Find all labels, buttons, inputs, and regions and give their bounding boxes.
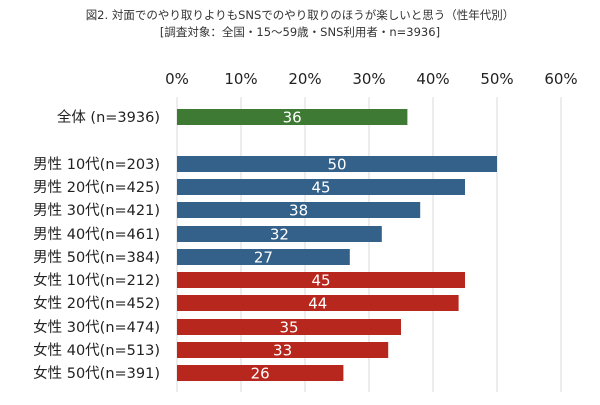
bar-female: [177, 272, 465, 288]
category-label: 女性 40代(n=513): [33, 341, 160, 359]
bar-male: [177, 179, 465, 195]
x-tick-label: 60%: [544, 70, 577, 88]
bar-male: [177, 226, 382, 242]
category-label: 女性 20代(n=452): [33, 294, 160, 312]
x-tick-label: 0%: [165, 70, 189, 88]
bar-value-label: 44: [308, 295, 327, 313]
bar-female: [177, 365, 344, 381]
bar-female: [177, 342, 389, 358]
bar-total: [177, 109, 408, 125]
x-tick-label: 30%: [352, 70, 385, 88]
bar-value-label: 32: [270, 226, 289, 244]
category-label: 男性 10代(n=203): [33, 156, 160, 173]
bar-female: [177, 295, 459, 311]
bar-value-label: 36: [283, 109, 302, 127]
category-label: 男性 40代(n=461): [33, 226, 160, 243]
x-tick-label: 20%: [288, 70, 321, 88]
chart-subtitle: [調査対象：全国・15〜59歳・SNS利用者・n=3936]: [159, 25, 441, 39]
bar-value-label: 35: [279, 319, 298, 337]
category-label: 男性 50代(n=384): [33, 249, 160, 266]
bar-male: [177, 156, 497, 172]
bar-female: [177, 319, 401, 335]
bar-value-label: 45: [311, 179, 330, 197]
x-tick-label: 10%: [224, 70, 257, 88]
bar-male: [177, 202, 421, 218]
bar-value-label: 50: [327, 156, 346, 174]
x-tick-label: 40%: [416, 70, 449, 88]
bar-value-label: 27: [254, 249, 273, 267]
category-label: 男性 20代(n=425): [33, 179, 160, 196]
bar-male: [177, 249, 350, 265]
bar-value-label: 45: [311, 272, 330, 290]
category-label: 女性 30代(n=474): [33, 318, 160, 336]
x-tick-label: 50%: [480, 70, 513, 88]
bar-value-label: 26: [251, 365, 270, 383]
category-label: 女性 10代(n=212): [33, 271, 160, 289]
category-label: 全体 (n=3936): [57, 108, 160, 126]
category-label: 男性 30代(n=421): [33, 202, 160, 219]
bar-value-label: 33: [273, 342, 292, 360]
chart-title: 図2. 対面でのやり取りよりもSNSでのやり取りのほうが楽しいと思う（性年代別）: [85, 8, 515, 22]
bar-value-label: 38: [289, 202, 308, 220]
category-label: 女性 50代(n=391): [33, 364, 160, 382]
